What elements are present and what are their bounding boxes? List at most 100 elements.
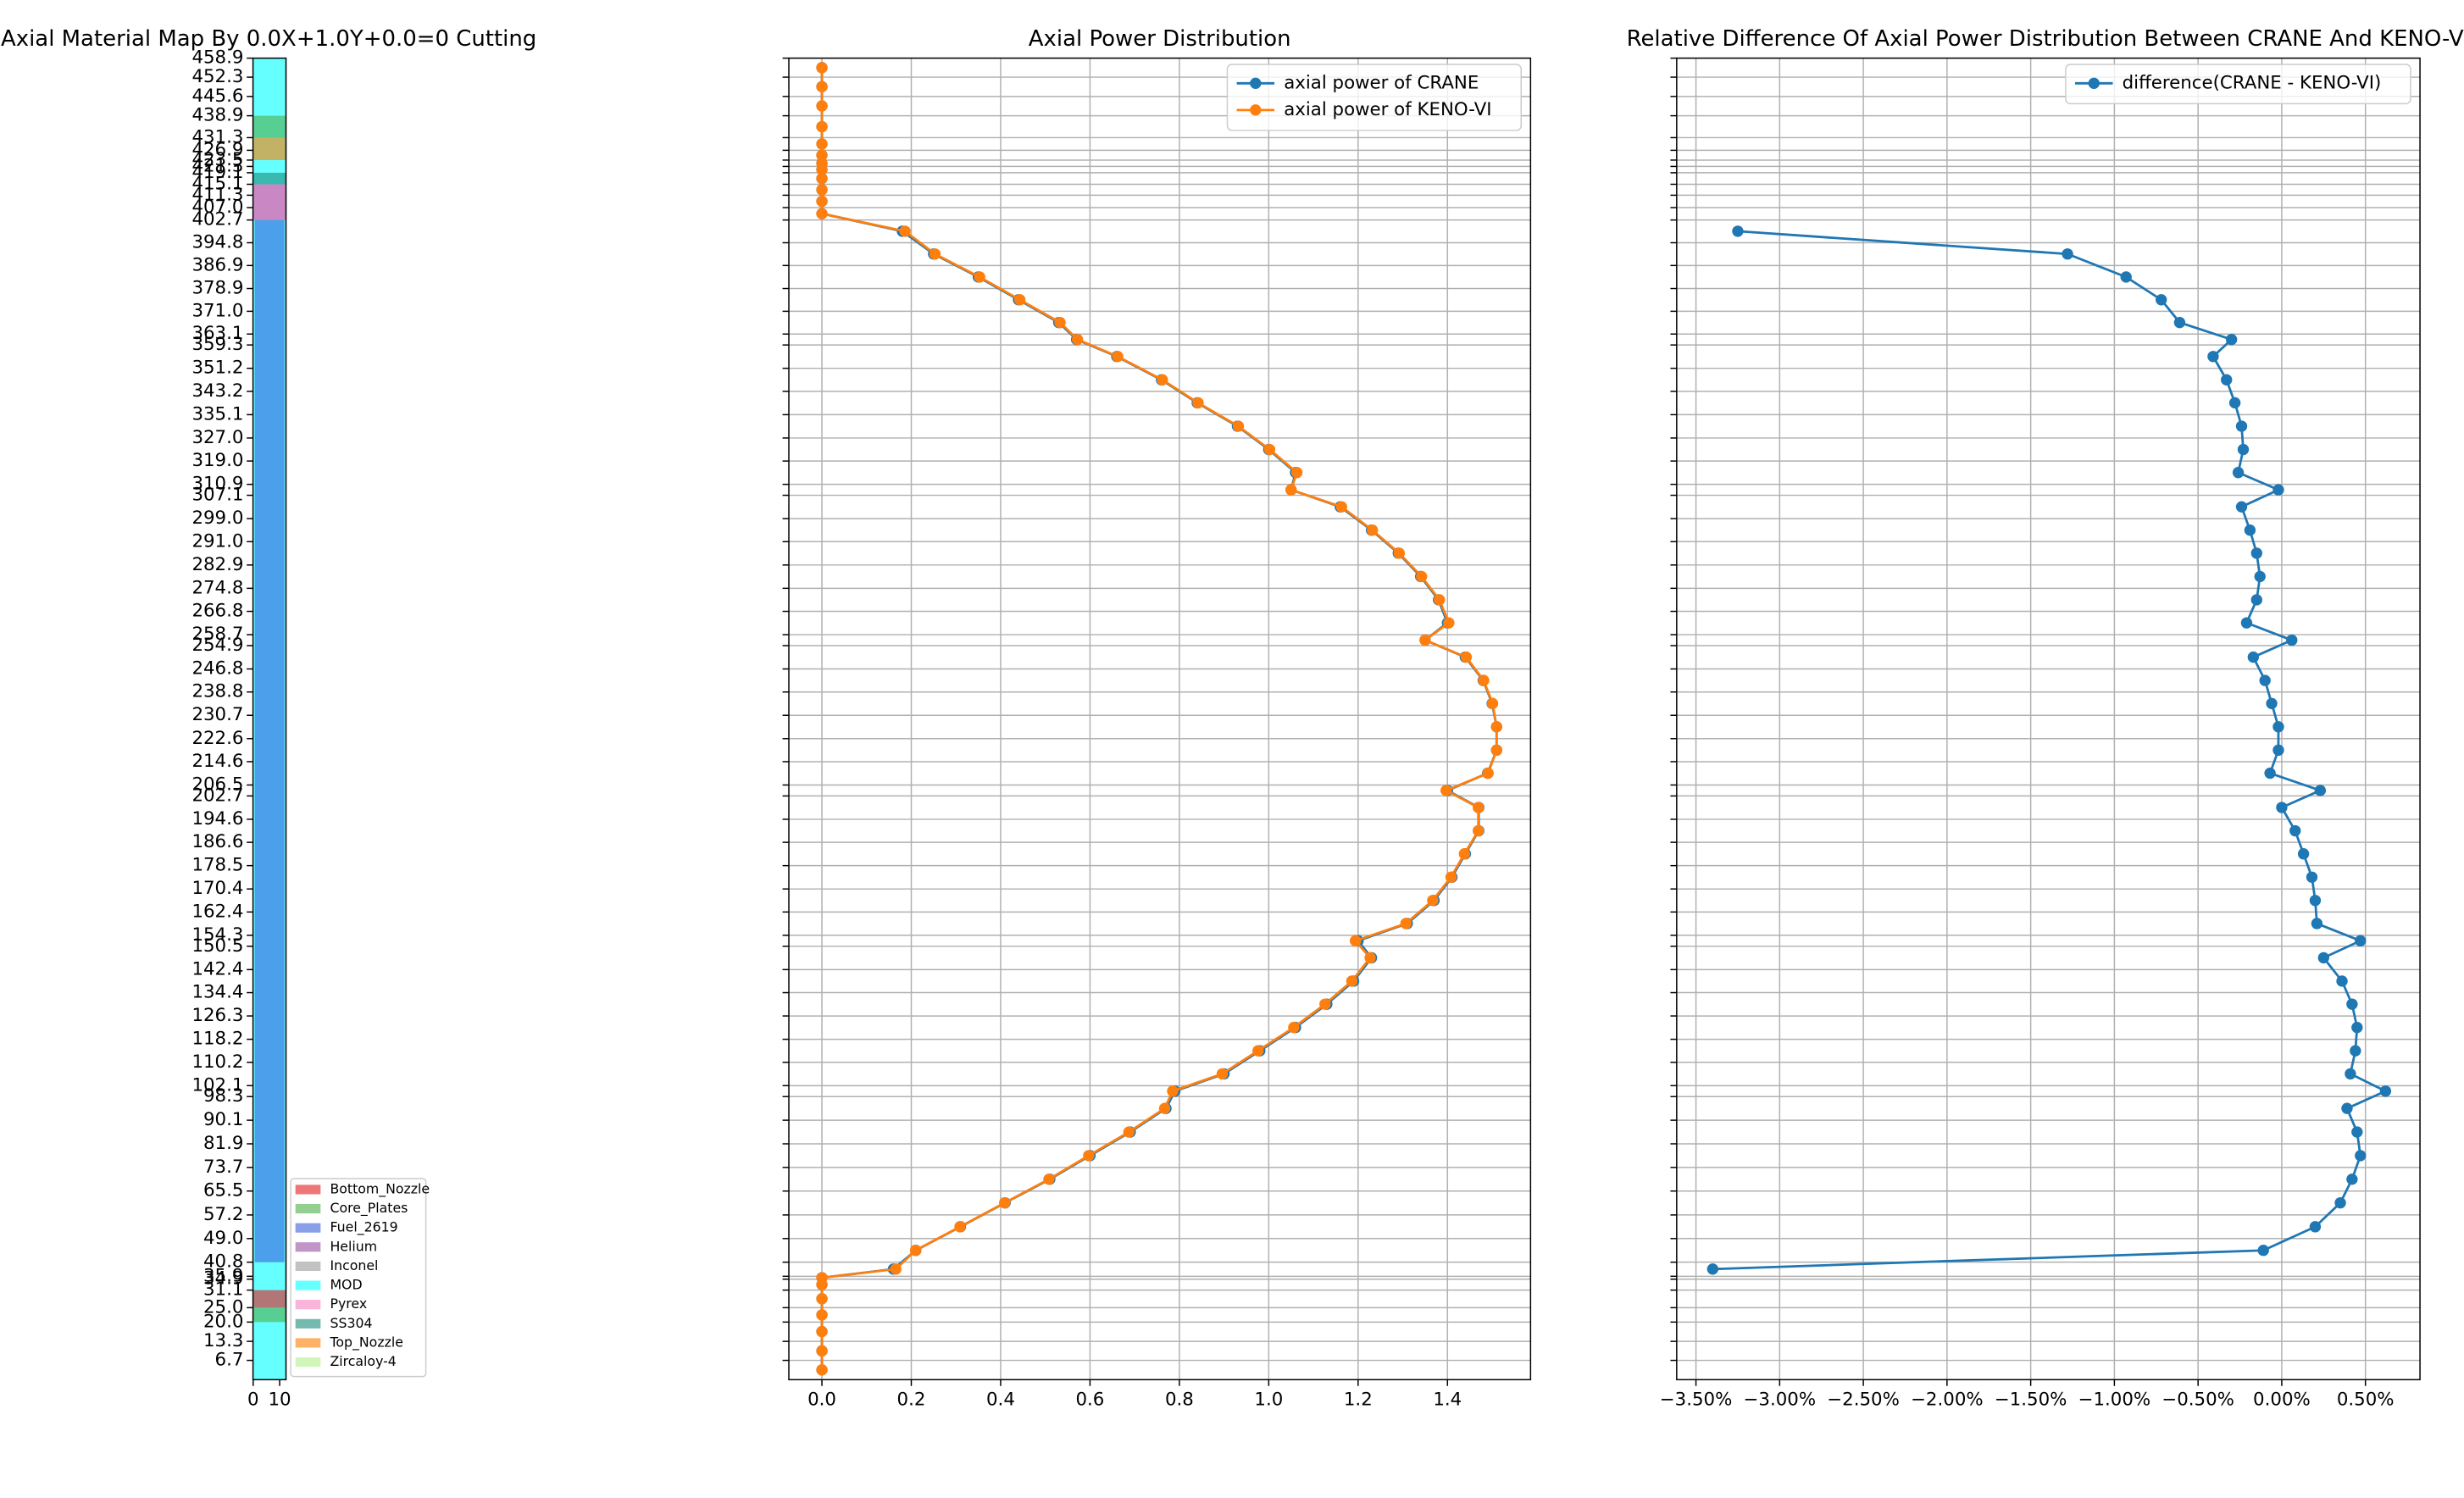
data-point [1158, 1102, 1171, 1114]
legend-label: Core_Plates [330, 1200, 408, 1217]
data-point [2062, 248, 2073, 260]
data-point [2345, 1068, 2356, 1080]
x-tick-label: 0.00% [2253, 1389, 2311, 1410]
data-point [816, 1309, 828, 1321]
data-point [2309, 895, 2322, 907]
y-tick-label: 170.4 [191, 878, 243, 899]
data-point [1232, 420, 1245, 432]
y-tick-label: 319.0 [191, 450, 243, 471]
data-point [2247, 651, 2260, 663]
y-tick-label: 57.2 [203, 1204, 243, 1225]
y-tick-label: 419.1 [191, 162, 243, 183]
x-tick-label: −3.00% [1744, 1389, 1817, 1410]
data-point [2306, 871, 2318, 883]
data-point [2207, 351, 2219, 363]
data-point [2334, 1196, 2346, 1209]
panel: Axial Material Map By 0.0X+1.0Y+0.0=0 Cu… [1, 26, 536, 1411]
x-tick-label: −1.50% [1995, 1389, 2067, 1410]
material-region [254, 219, 285, 1262]
y-tick-label: 13.3 [203, 1330, 243, 1351]
data-point [2264, 767, 2276, 780]
legend-label: SS304 [330, 1315, 372, 1331]
data-point [2240, 617, 2253, 629]
x-tick-label: 0.2 [897, 1389, 926, 1410]
data-point [1486, 697, 1499, 709]
y-tick-label: 411.3 [191, 184, 243, 205]
y-tick-label: 238.8 [191, 681, 243, 702]
data-point [816, 1279, 828, 1290]
y-tick-label: 351.2 [191, 358, 243, 379]
data-point [1427, 895, 1439, 907]
data-point [816, 208, 828, 219]
material-region [253, 184, 286, 220]
y-tick-label: 118.2 [191, 1029, 243, 1050]
data-point [1416, 570, 1428, 583]
data-point [1440, 785, 1452, 796]
data-point [1445, 871, 1457, 883]
data-point [1434, 594, 1446, 606]
data-point [2235, 420, 2248, 432]
data-point [1478, 674, 1490, 686]
legend-swatch [295, 1280, 321, 1290]
data-point [1285, 484, 1297, 496]
data-point [2244, 524, 2256, 536]
axes-frame [1676, 57, 2421, 1381]
data-point [909, 1245, 922, 1257]
legend-label: Inconel [330, 1257, 378, 1273]
legend-label: Helium [330, 1238, 377, 1254]
data-point [2314, 785, 2327, 796]
y-tick-label: 335.1 [191, 403, 243, 424]
data-point [1400, 918, 1412, 929]
y-tick-label: 49.0 [203, 1228, 243, 1249]
chart-title: Axial Power Distribution [1029, 26, 1291, 52]
y-tick-label: 186.6 [191, 831, 243, 852]
data-point [1460, 651, 1473, 663]
y-tick-label: 274.8 [191, 577, 243, 598]
y-tick-label: 371.0 [191, 300, 243, 321]
y-tick-label: 246.8 [191, 658, 243, 680]
y-tick-label: 98.3 [203, 1085, 243, 1107]
y-tick-label: 363.1 [191, 323, 243, 344]
data-point [1458, 848, 1471, 860]
legend: Bottom_Nozzle Core_Plates Fuel_2619 Helium I… [290, 1178, 430, 1378]
y-tick-label: 35.9 [203, 1265, 243, 1286]
data-point [816, 62, 828, 74]
legend-swatch [295, 1242, 321, 1252]
data-point [2266, 697, 2278, 709]
x-tick-label: −1.00% [2078, 1389, 2151, 1410]
data-point [1490, 744, 1502, 757]
y-tick-label: 291.0 [191, 530, 243, 552]
legend-label: difference(CRANE - KENO-VI) [2123, 72, 2382, 93]
data-point [816, 1293, 828, 1305]
y-tick-label: 194.6 [191, 808, 243, 829]
legend-label: axial power of CRANE [1284, 72, 1479, 93]
data-point [2350, 1045, 2361, 1057]
data-point [1349, 935, 1362, 947]
data-point [816, 195, 828, 208]
data-point [1013, 294, 1026, 306]
x-tick-label: 0.50% [2337, 1389, 2395, 1410]
y-tick-label: 452.3 [191, 66, 243, 87]
y-tick-label: 299.0 [191, 508, 243, 529]
y-tick-label: 327.0 [191, 427, 243, 448]
x-tick-label: 0 [247, 1389, 259, 1410]
data-point [2259, 674, 2271, 686]
data-point [1167, 1085, 1179, 1097]
material-region [253, 137, 286, 160]
data-point [1263, 443, 1276, 456]
panel: Relative Difference Of Axial Power Distr… [1627, 26, 2464, 1411]
legend-marker [1250, 77, 1262, 89]
data-point [2254, 570, 2266, 583]
data-point [816, 120, 828, 133]
y-tick-label: 378.9 [191, 278, 243, 299]
legend-swatch [295, 1185, 321, 1195]
data-point [816, 138, 828, 150]
data-point [2336, 975, 2348, 987]
legend-label: Pyrex [330, 1295, 367, 1312]
y-tick-label: 343.2 [191, 380, 243, 402]
y-tick-label: 258.7 [191, 624, 243, 645]
y-tick-label: 394.8 [191, 231, 243, 252]
legend-label: Bottom_Nozzle [330, 1180, 430, 1197]
data-point [1083, 1150, 1095, 1162]
